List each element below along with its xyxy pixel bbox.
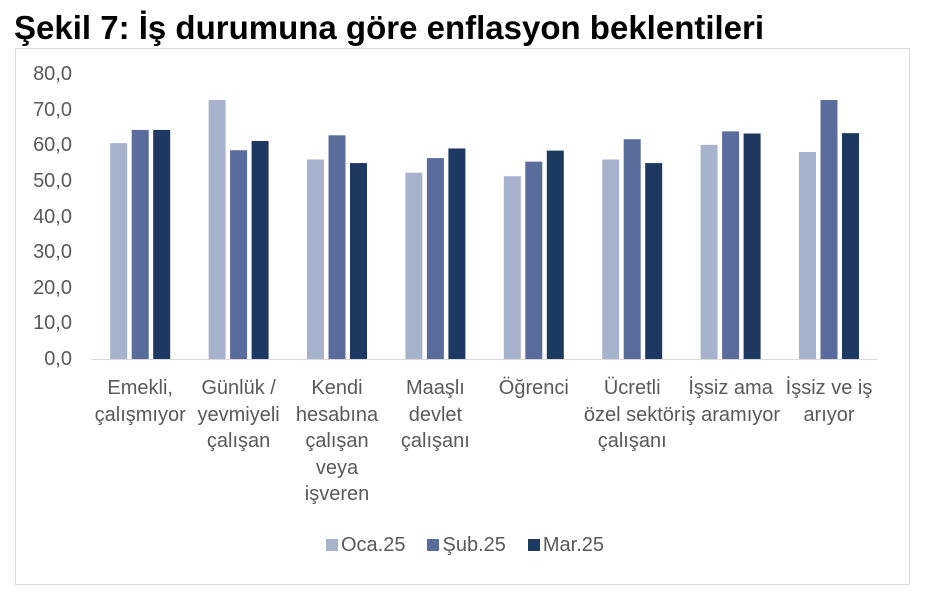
y-tick-label: 30,0 xyxy=(33,241,72,264)
bar-series3-category8 xyxy=(842,133,859,359)
bar-series2-category7 xyxy=(722,131,740,359)
bar-series2-category4 xyxy=(426,158,444,359)
y-tick-label: 10,0 xyxy=(33,312,72,335)
y-tick-label: 80,0 xyxy=(33,63,72,85)
x-category-label: Öğrenci xyxy=(498,377,569,399)
bar-series1-category5 xyxy=(503,176,521,359)
bar-series1-category3 xyxy=(307,159,324,359)
y-tick-label: 0,0 xyxy=(44,348,72,370)
x-category-label: İşsiz ama iş aramıyor xyxy=(681,377,781,426)
x-category-label: Ücretli özel sektör çalışanı xyxy=(583,377,681,453)
bar-series3-category3 xyxy=(350,163,367,359)
bar-series3-category2 xyxy=(251,140,269,359)
y-tick-label: 20,0 xyxy=(33,276,72,299)
bar-series1-category6 xyxy=(602,159,620,359)
bar-series3-category6 xyxy=(645,163,663,359)
bar-series1-category4 xyxy=(405,172,423,359)
legend-swatch xyxy=(427,539,440,551)
bar-series1-category8 xyxy=(799,152,816,359)
bar-series3-category4 xyxy=(448,148,466,359)
bar-series3-category1 xyxy=(153,129,171,359)
x-category-label: Maaşlı devlet çalışanı xyxy=(400,377,470,453)
bar-series3-category5 xyxy=(546,150,564,359)
legend-label: Oca.25 xyxy=(341,534,406,556)
bar-series1-category7 xyxy=(700,144,718,359)
chart-frame xyxy=(15,48,910,585)
y-tick-label: 60,0 xyxy=(33,134,72,157)
y-tick-label: 50,0 xyxy=(33,169,72,192)
legend-swatch xyxy=(326,539,338,551)
bar-series2-category1 xyxy=(131,129,149,359)
legend-label: Mar.25 xyxy=(542,534,605,556)
legend-item: Şub.25 xyxy=(427,533,506,557)
bar-series1-category2 xyxy=(208,100,226,359)
legend-swatch xyxy=(527,539,540,551)
y-tick-label: 40,0 xyxy=(33,205,72,228)
x-category-label: İşsiz ve iş arıyor xyxy=(785,377,873,426)
legend-item: Oca.25 xyxy=(326,533,405,557)
legend-label: Şub.25 xyxy=(442,534,506,556)
bar-series2-category6 xyxy=(623,139,641,359)
x-category-label: Kendi hesabına çalışan veya işveren xyxy=(295,377,379,506)
x-category-label: Günlük / yevmiyeli çalışan xyxy=(197,377,280,453)
y-tick-label: 70,0 xyxy=(33,98,72,121)
bar-series3-category7 xyxy=(743,133,761,359)
legend: Oca.25 Şub.25 Mar.25 xyxy=(326,533,604,557)
bar-series2-category2 xyxy=(230,150,248,359)
legend-item: Mar.25 xyxy=(527,533,605,557)
bar-series2-category3 xyxy=(328,135,346,359)
bar-series2-category5 xyxy=(525,161,543,359)
chart-title: Şekil 7: İş durumuna göre enflasyon bekl… xyxy=(14,9,765,46)
x-category-label: Emekli, çalışmıyor xyxy=(94,377,186,426)
bar-series2-category8 xyxy=(820,100,838,359)
bar-series1-category1 xyxy=(110,143,128,359)
